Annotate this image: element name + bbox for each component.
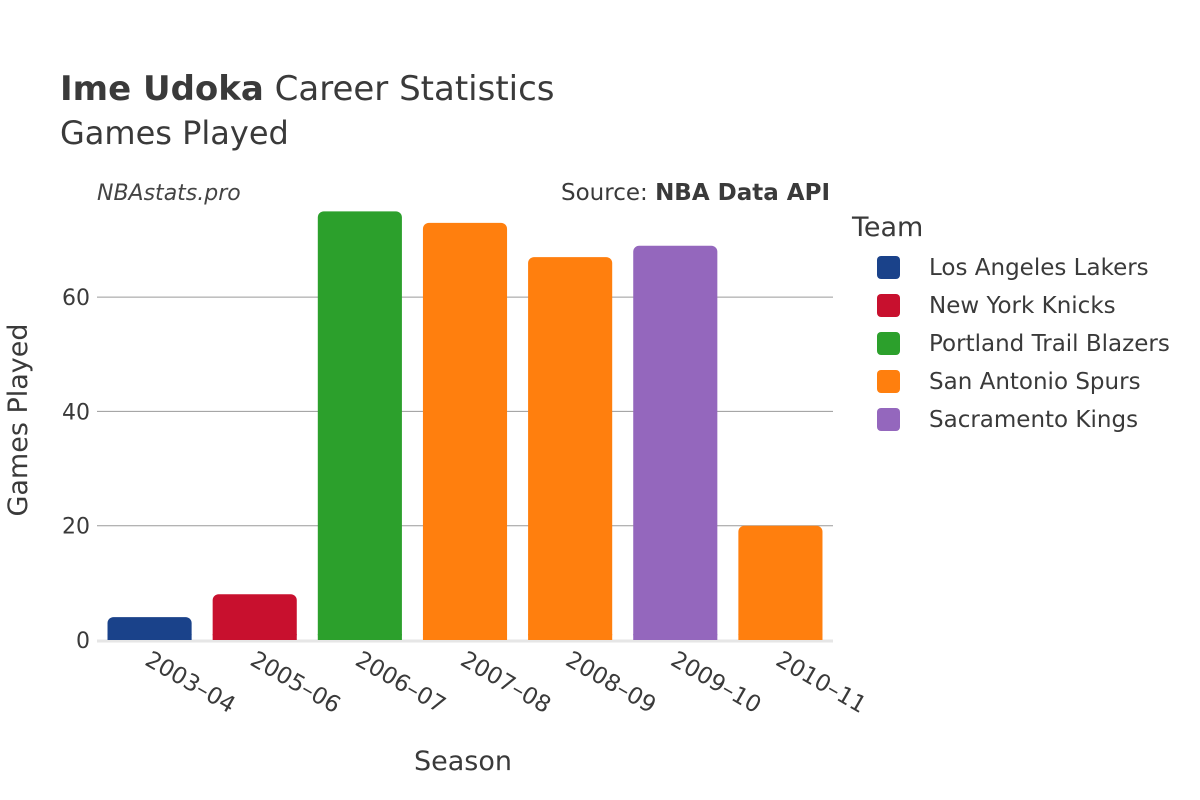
source-prefix: Source: [561,180,655,206]
y-tick-label: 40 [62,400,90,425]
x-tick-label: 2009–10 [666,647,765,719]
bar-base-2010–11 [738,634,823,640]
bar-2009–10[interactable] [633,245,718,640]
legend-swatch [877,370,900,393]
legend-label: San Antonio Spurs [929,369,1141,395]
bar-2007–08[interactable] [422,222,508,640]
bar-base-2006–07 [317,634,402,640]
x-tick-label: 2008–09 [561,647,660,719]
y-tick-labels: 0 20 40 60 [62,286,90,654]
watermark: NBAstats.pro [97,181,241,206]
x-tick-label: 2005–06 [246,647,345,719]
legend-title: Team [851,212,923,243]
legend: Team Los Angeles Lakers New York Knicks Po… [851,212,1170,433]
legend-swatch [877,256,900,279]
x-axis-title: Season [414,746,512,777]
legend-label: Sacramento Kings [929,407,1138,433]
legend-item[interactable]: New York Knicks [877,293,1116,319]
legend-label: Los Angeles Lakers [929,255,1149,281]
x-tick-label: 2010–11 [771,647,870,719]
legend-swatch [877,408,900,431]
legend-item[interactable]: Sacramento Kings [877,407,1138,433]
x-tick-label: 2003–04 [141,647,240,719]
legend-item[interactable]: Portland Trail Blazers [877,331,1170,357]
y-tick-label: 0 [76,629,90,654]
chart-title-rest: Career Statistics [264,69,555,109]
legend-item[interactable]: Los Angeles Lakers [877,255,1149,281]
legend-swatch [877,332,900,355]
bar-base-2007–08 [422,634,508,640]
legend-label: Portland Trail Blazers [929,331,1170,357]
legend-items: Los Angeles Lakers New York Knicks Portlan… [877,255,1170,433]
x-tick-labels: 2003–04 2005–06 2006–07 2007–08 2008–09 2009–… [141,647,871,719]
chart-title-player: Ime Udoka [60,69,264,109]
legend-item[interactable]: San Antonio Spurs [877,369,1141,395]
legend-label: New York Knicks [929,293,1116,319]
y-tick-label: 20 [62,515,90,540]
y-tick-label: 60 [62,286,90,311]
x-tick-label: 2007–08 [456,647,555,719]
bar-2008–09[interactable] [528,257,613,640]
source-note: Source: NBA Data API [561,180,830,206]
source-name: NBA Data API [655,180,830,206]
bar-base-2005–06 [212,634,297,640]
legend-swatch [877,294,900,317]
bar-2010–11[interactable] [738,525,823,640]
chart-title: Ime Udoka Career Statistics [60,69,555,109]
bar-base-2008–09 [528,634,613,640]
bars [107,211,823,640]
bar-2005–06[interactable] [212,594,297,640]
bar-base-2009–10 [633,634,718,640]
bar-2006–07[interactable] [317,211,402,640]
x-tick-label: 2006–07 [351,647,450,719]
bar-base-2003–04 [107,634,192,640]
y-axis-title: Games Played [3,323,34,516]
chart-subtitle: Games Played [60,114,289,152]
